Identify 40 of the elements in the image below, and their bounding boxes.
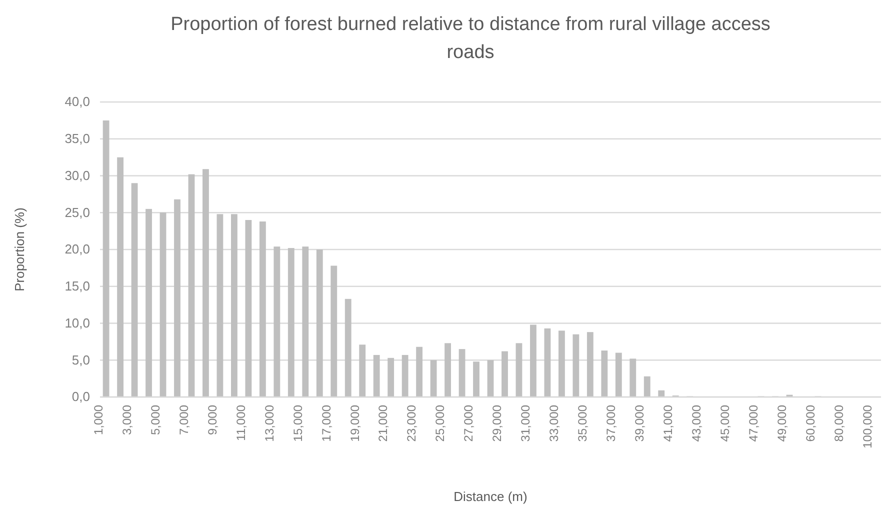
x-tick-label: 80,000	[832, 404, 846, 442]
x-tick-label: 35,000	[576, 404, 590, 442]
y-tick-label: 25,0	[64, 204, 90, 220]
x-tick-label: 7,000	[176, 404, 191, 436]
x-tick-label: 17,000	[319, 404, 334, 442]
x-tick-label: 29,000	[490, 404, 504, 442]
x-tick-label: 43,000	[689, 404, 704, 442]
x-tick-label: 9,000	[205, 404, 220, 436]
x-tick-label: 11,000	[234, 404, 248, 441]
x-tick-label: 39,000	[632, 404, 647, 442]
x-tick-label: 3,000	[120, 404, 134, 436]
x-tick-label: 1,000	[91, 404, 106, 436]
y-tick-label: 40,0	[64, 94, 90, 110]
x-tick-label: 33,000	[547, 404, 562, 442]
x-tick-label: 37,000	[604, 404, 618, 442]
y-tick-label: 20,0	[64, 242, 90, 257]
y-tick-label: 30,0	[64, 168, 90, 183]
y-tick-label: 5,0	[72, 352, 90, 368]
x-tick-label: 23,000	[404, 404, 419, 442]
y-tick-label: 35,0	[64, 131, 90, 146]
chart-title: Proportion of forest burned relative to distance from rural village access roads	[170, 14, 770, 63]
x-tick-label: 13,000	[262, 404, 276, 442]
x-tick-label: 15,000	[290, 404, 305, 442]
x-tick-label: 47,000	[746, 404, 760, 442]
y-tick-label: 15,0	[64, 278, 90, 294]
x-tick-label: 100,000	[860, 404, 874, 448]
x-tick-label: 49,000	[774, 404, 789, 442]
y-tick-label: 0,0	[72, 389, 90, 404]
x-tick-label: 41,000	[661, 404, 676, 442]
x-tick-label: 45,000	[718, 404, 732, 442]
x-tick-label: 31,000	[518, 404, 533, 442]
x-tick-label: 27,000	[462, 404, 476, 442]
y-axis-title: Proportion (%)	[12, 208, 27, 292]
x-tick-label: 25,000	[433, 404, 448, 442]
x-tick-label: 21,000	[376, 404, 390, 442]
y-tick-label: 10,0	[64, 315, 90, 330]
x-tick-label: 5,000	[148, 404, 162, 436]
x-tick-label: 19,000	[348, 404, 362, 442]
x-tick-label: 60,000	[803, 404, 818, 442]
x-axis-title: Distance (m)	[454, 489, 528, 504]
